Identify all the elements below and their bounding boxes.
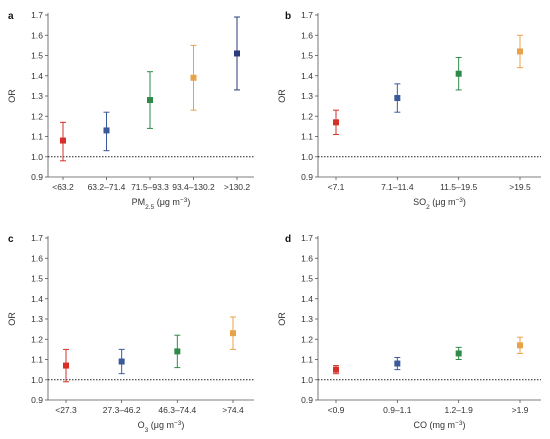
x-tick-label: <63.2 xyxy=(52,182,74,192)
y-tick-label: 1.5 xyxy=(31,51,43,61)
y-tick-label: 1.3 xyxy=(31,314,43,324)
y-tick-label: 1.4 xyxy=(31,71,43,81)
y-tick-label: 1.0 xyxy=(301,375,313,385)
x-tick-label: 7.1–11.4 xyxy=(381,182,414,192)
panel-b: b 0.9 1.0 1.1 1.2 1.3 1.4 1.5 1.6 1.7 OR <7.1 7.1–11… xyxy=(277,10,541,211)
y-tick-label: 1.2 xyxy=(301,334,313,344)
x-axis-label: O3 (μg m−3) xyxy=(138,420,185,434)
panel-c: c 0.9 1.0 1.1 1.2 1.3 1.4 1.5 1.6 1.7 OR <27.3 27.3–… xyxy=(7,233,254,434)
panel-label: a xyxy=(8,11,14,22)
y-tick-label: 0.9 xyxy=(31,172,43,182)
y-tick-label: 0.9 xyxy=(31,395,43,405)
y-tick-label: 1.0 xyxy=(301,152,313,162)
y-tick-label: 1.0 xyxy=(31,152,43,162)
y-tick-label: 1.6 xyxy=(301,30,313,40)
x-tick-label: 71.5–93.3 xyxy=(131,182,169,192)
data-point xyxy=(394,95,401,102)
data-point xyxy=(230,330,236,337)
y-tick-label: 1.7 xyxy=(31,10,43,20)
y-axis-label: OR xyxy=(277,89,287,103)
y-tick-label: 1.5 xyxy=(31,274,43,284)
x-tick-label: 11.5–19.5 xyxy=(440,182,477,192)
y-tick-label: 1.6 xyxy=(31,30,43,40)
x-tick-label: <7.1 xyxy=(328,182,345,192)
data-point xyxy=(118,358,125,365)
data-point xyxy=(394,360,401,367)
y-tick-label: 1.7 xyxy=(31,233,43,243)
y-tick-label: 1.2 xyxy=(31,111,43,121)
y-tick-label: 1.7 xyxy=(301,233,313,243)
x-tick-label: >130.2 xyxy=(224,182,251,192)
x-tick-label: 0.9–1.1 xyxy=(383,405,412,415)
data-point xyxy=(190,74,197,81)
y-tick-label: 1.1 xyxy=(301,132,313,142)
y-tick-label: 1.4 xyxy=(301,294,313,304)
data-point xyxy=(455,350,462,357)
panel-d: d 0.9 1.0 1.1 1.2 1.3 1.4 1.5 1.6 1.7 OR <0.9 0.9–1.… xyxy=(277,233,541,430)
y-tick-label: 1.2 xyxy=(301,111,313,121)
x-axis-label: SO2 (μg m−3) xyxy=(413,197,466,211)
x-tick-label: 27.3–46.2 xyxy=(103,405,141,415)
y-tick-label: 1.3 xyxy=(301,91,313,101)
y-tick-label: 0.9 xyxy=(301,395,313,405)
y-tick-label: 1.0 xyxy=(31,375,43,385)
x-axis-label: PM2.5 (μg m−3) xyxy=(132,197,191,211)
x-tick-label: >1.9 xyxy=(512,405,529,415)
x-tick-label: 63.2–71.4 xyxy=(88,182,126,192)
data-point xyxy=(63,362,69,369)
y-axis-label: OR xyxy=(7,312,17,326)
data-point xyxy=(517,342,523,349)
data-point xyxy=(333,119,339,126)
y-tick-label: 1.1 xyxy=(31,132,43,142)
x-axis-label: CO (mg m−3) xyxy=(414,420,466,431)
y-axis-label: OR xyxy=(7,89,17,103)
data-point xyxy=(517,48,523,55)
data-point xyxy=(174,348,181,355)
data-point xyxy=(234,50,240,57)
panel-a: a 0.9 1.0 1.1 1.2 1.3 1.4 1.5 1.6 1.7 OR <63.2 63.2–… xyxy=(7,10,254,211)
data-point xyxy=(147,97,153,104)
y-tick-label: 1.6 xyxy=(31,253,43,263)
x-tick-label: 46.3–74.4 xyxy=(158,405,196,415)
y-tick-label: 1.2 xyxy=(31,334,43,344)
y-tick-label: 1.6 xyxy=(301,253,313,263)
y-tick-label: 0.9 xyxy=(301,172,313,182)
panel-label: b xyxy=(285,11,291,22)
y-tick-label: 1.1 xyxy=(301,355,313,365)
y-tick-label: 1.5 xyxy=(301,51,313,61)
y-tick-label: 1.5 xyxy=(301,274,313,284)
data-point xyxy=(455,70,462,77)
y-tick-label: 1.3 xyxy=(31,91,43,101)
data-point xyxy=(103,127,110,134)
panel-label: c xyxy=(8,234,14,245)
x-tick-label: >74.4 xyxy=(222,405,244,415)
y-tick-label: 1.3 xyxy=(301,314,313,324)
x-tick-label: 1.2–1.9 xyxy=(444,405,473,415)
data-point xyxy=(60,137,66,144)
y-tick-label: 1.1 xyxy=(31,355,43,365)
x-tick-label: <27.3 xyxy=(55,405,77,415)
x-tick-label: <0.9 xyxy=(328,405,345,415)
data-point xyxy=(333,366,339,373)
y-tick-label: 1.4 xyxy=(301,71,313,81)
y-axis-label: OR xyxy=(277,312,287,326)
y-tick-label: 1.4 xyxy=(31,294,43,304)
y-tick-label: 1.7 xyxy=(301,10,313,20)
panel-label: d xyxy=(285,234,291,245)
x-tick-label: >19.5 xyxy=(509,182,531,192)
x-tick-label: 93.4–130.2 xyxy=(172,182,215,192)
